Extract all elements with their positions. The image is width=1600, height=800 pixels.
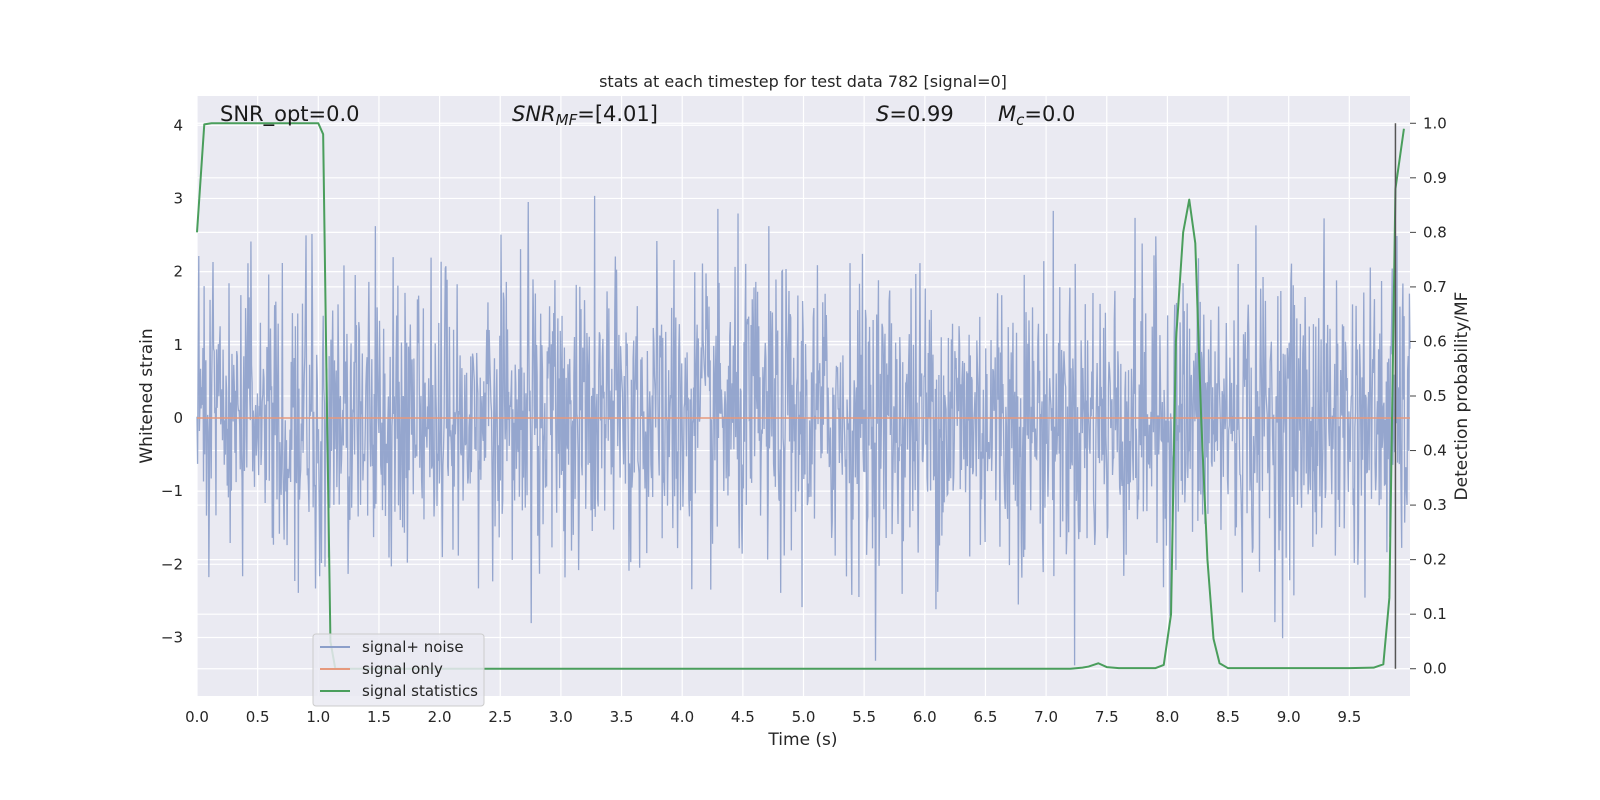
y-left-tick-label: 0 (173, 409, 183, 427)
annotation-snr-mf-value: =[4.01] (577, 102, 658, 126)
x-tick-label: 6.0 (913, 708, 937, 726)
annotation-mc-value: =0.0 (1024, 102, 1075, 126)
annotation-s-value: =0.99 (889, 102, 953, 126)
y-left-tick-label: −2 (161, 555, 183, 573)
y-left-tick-label: −1 (161, 482, 183, 500)
x-tick-label: 0.0 (185, 708, 209, 726)
legend-label-signal-noise: signal+ noise (362, 638, 464, 656)
x-tick-label: 5.0 (792, 708, 816, 726)
x-axis-title: Time (s) (767, 730, 837, 750)
legend: signal+ noise signal only signal statist… (312, 633, 485, 707)
annotation-mc-symbol: M (998, 102, 1016, 126)
axes-layer: 0.0 0.5 1.0 1.5 2.0 2.5 3.0 3.5 4.0 4.5 5.0 5.5 6.0 6… (161, 114, 1447, 726)
annotation-mc-subscript: c (1016, 111, 1025, 129)
y-axis-left-title: Whitened strain (137, 328, 157, 463)
y-left-tick-label: 1 (173, 336, 183, 354)
legend-box (312, 633, 485, 707)
x-tick-label: 2.5 (488, 708, 512, 726)
x-tick-label: 2.0 (428, 708, 452, 726)
y-left-tick-label: 4 (173, 116, 183, 134)
series-signal-noise (196, 195, 1411, 666)
annotation-snr-mf-subscript: MF (556, 111, 578, 129)
y-right-tick-label: 0.9 (1423, 169, 1447, 187)
y-right-tick-label: 0.2 (1423, 551, 1447, 569)
x-tick-label: 9.0 (1277, 708, 1301, 726)
x-tick-label: 3.5 (610, 708, 634, 726)
x-tick-label: 6.5 (974, 708, 998, 726)
y-right-tick-label: 0.8 (1423, 223, 1447, 241)
y-axis-right-title: Detection probability/MF (1452, 292, 1472, 501)
series-signal-statistics (196, 122, 1405, 670)
annotation-snr-mf: SNRMF=[4.01] (512, 102, 658, 129)
y-right-tick-label: 0.5 (1423, 387, 1447, 405)
x-tick-label: 3.0 (549, 708, 573, 726)
x-tick-label: 8.0 (1155, 708, 1179, 726)
y-left-tick-label: 2 (173, 263, 183, 281)
y-right-tick-label: 0.3 (1423, 496, 1447, 514)
annotation-mc: Mc=0.0 (998, 102, 1075, 129)
y-left-tick-label: 3 (173, 189, 183, 207)
y-right-tick-label: 0.4 (1423, 442, 1447, 460)
annotation-s: S=0.99 (876, 102, 954, 126)
x-tick-label: 1.5 (367, 708, 391, 726)
x-tick-label: 8.5 (1216, 708, 1240, 726)
annotation-s-symbol: S (876, 102, 889, 126)
x-tick-label: 7.5 (1095, 708, 1119, 726)
legend-label-signal-statistics: signal statistics (362, 682, 478, 700)
x-tick-label: 9.5 (1337, 708, 1361, 726)
x-tick-label: 4.0 (670, 708, 694, 726)
x-tick-label: 7.0 (1034, 708, 1058, 726)
x-tick-label: 1.0 (306, 708, 330, 726)
y-right-tick-label: 0.0 (1423, 660, 1447, 678)
legend-label-signal-only: signal only (362, 660, 443, 678)
x-tick-label: 5.5 (852, 708, 876, 726)
x-tick-label: 4.5 (731, 708, 755, 726)
y-right-tick-label: 0.6 (1423, 332, 1447, 350)
annotation-snr-opt: SNR_opt=0.0 (220, 102, 360, 127)
annotations: SNR_opt=0.0 SNRMF=[4.01] S=0.99 Mc=0.0 (220, 102, 1075, 129)
y-right-tick-label: 0.7 (1423, 278, 1447, 296)
y-right-tick-label: 1.0 (1423, 114, 1447, 132)
y-left-tick-label: −3 (161, 628, 183, 646)
chart-title: stats at each timestep for test data 782… (599, 72, 1007, 91)
x-tick-label: 0.5 (246, 708, 270, 726)
annotation-snr-mf-symbol: SNR (512, 102, 556, 126)
plot-layer (196, 122, 1411, 670)
y-right-tick-label: 0.1 (1423, 605, 1447, 623)
